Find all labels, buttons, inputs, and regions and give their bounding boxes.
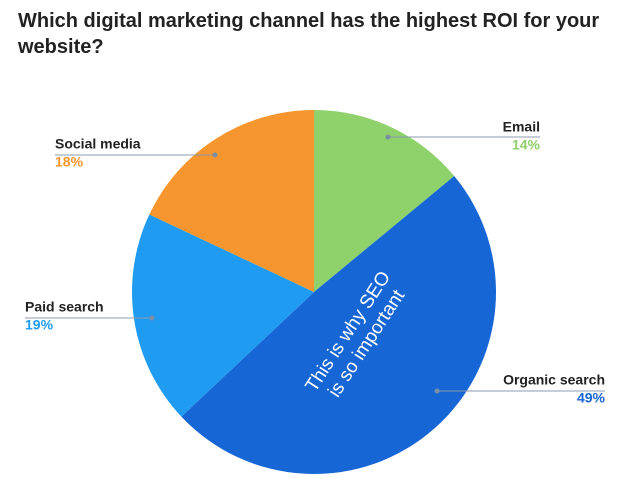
leader-dot (149, 315, 155, 321)
slice-value-label: 14% (512, 137, 541, 153)
pie-slice (149, 110, 314, 292)
pie-slice (314, 110, 455, 292)
leader-dot (385, 134, 391, 140)
slice-value-label: 49% (577, 390, 606, 406)
slice-value-label: 18% (55, 154, 84, 170)
slice-label: Email (503, 119, 540, 135)
slice-value-label: 19% (25, 317, 54, 333)
chart-title: Which digital marketing channel has the … (18, 10, 600, 58)
slice-label: Paid search (25, 299, 104, 315)
slice-label: Organic search (503, 372, 605, 388)
pie-slice (181, 175, 496, 474)
leader-dot (434, 388, 440, 394)
pie-slice (132, 214, 314, 417)
leader-dot (212, 152, 218, 158)
slice-label: Social media (55, 136, 141, 152)
